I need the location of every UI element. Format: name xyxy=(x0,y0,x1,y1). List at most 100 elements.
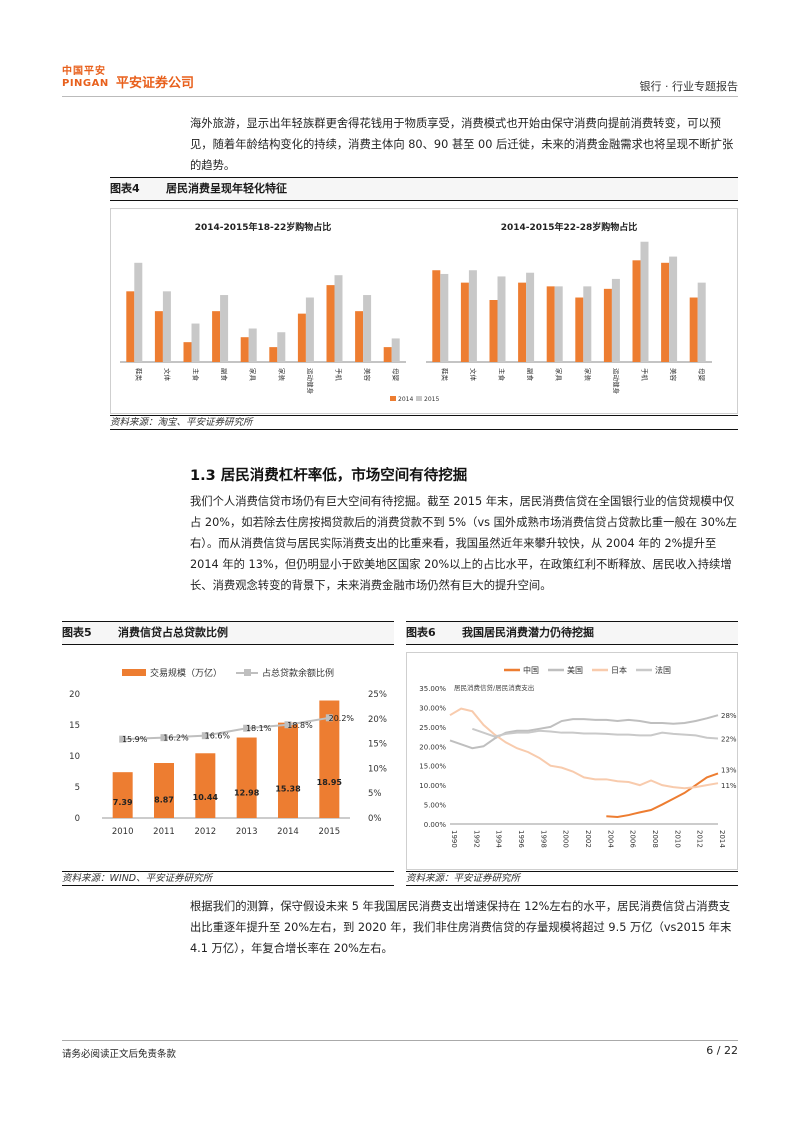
fig4-panel-2-bar-2015-3 xyxy=(526,272,535,362)
fig5-line-marker-1 xyxy=(160,734,168,742)
footer-disclaimer: 请务必阅读正文后免责条款 xyxy=(62,1049,177,1060)
fig6-x-tick-7: 2004 xyxy=(606,830,614,848)
fig5-line-marker-2 xyxy=(201,732,209,740)
figure4-source: 资料来源：淘宝、平安证券研究所 xyxy=(110,415,738,430)
fig4-panel-1-xlabel-9: 母婴 xyxy=(392,368,400,382)
fig4-panel-1-bar-2014-9 xyxy=(383,347,392,362)
fig4-panel-2-xlabel-8: 美容 xyxy=(669,368,678,382)
figure6-source: 资料来源：平安证券研究所 xyxy=(406,871,738,886)
fig5-line-label-1: 16.2% xyxy=(163,734,189,743)
fig4-panel-1-bar-2015-7 xyxy=(334,275,343,362)
fig5-left-tick-1: 5 xyxy=(75,783,80,793)
fig4-panel-1-bar-2015-8 xyxy=(363,295,372,362)
fig6-x-tick-2: 1994 xyxy=(495,830,503,848)
fig5-right-tick-3: 15% xyxy=(368,740,387,750)
fig6-end-label-法国: 22% xyxy=(721,736,737,744)
fig4-panel-2-bar-2014-3 xyxy=(518,282,527,362)
fig6-x-tick-12: 2014 xyxy=(718,830,726,848)
fig5-line-marker-0 xyxy=(119,735,127,743)
fig4-panel-2-bar-2014-1 xyxy=(460,282,469,362)
fig6-x-tick-5: 2000 xyxy=(562,830,570,848)
fig5-line-label-3: 18.1% xyxy=(246,724,272,733)
fig6-y-tick-7: 35.00% xyxy=(419,685,446,693)
fig4-legend-2014: 2014 xyxy=(398,396,413,403)
section-title: 1.3 居民消费杠杆率低，市场空间有待挖掘 xyxy=(190,468,468,484)
fig6-y-tick-6: 30.00% xyxy=(419,704,446,712)
fig5-bar-label-2011: 8.87 xyxy=(154,796,174,805)
fig4-panel-2-bar-2015-9 xyxy=(697,282,706,362)
fig4-panel-1-bar-2014-8 xyxy=(355,311,364,362)
fig5-bar-2015 xyxy=(319,700,340,818)
fig4-legend-2015: 2015 xyxy=(424,396,439,403)
fig4-panel-1-bar-2014-0 xyxy=(126,291,135,362)
fig4-panel-1-xlabel-1: 文体 xyxy=(163,368,172,382)
fig4-panel-2-xlabel-3: 副食 xyxy=(526,368,535,382)
fig4-panel-1-title: 2014-2015年18-22岁购物占比 xyxy=(195,221,332,233)
fig5-xlabel-2011: 2011 xyxy=(153,827,175,837)
fig5-line-series xyxy=(122,716,330,741)
fig6-end-label-美国: 28% xyxy=(721,712,737,720)
fig4-panel-1-bar-2015-0 xyxy=(134,262,143,362)
figure6-header: 图表6 我国居民消费潜力仍待挖掘 xyxy=(406,621,738,645)
fig4-panel-2-bar-2015-2 xyxy=(497,276,506,362)
fig6-x-tick-9: 2008 xyxy=(651,830,659,848)
fig4-panel-1-xlabel-8: 美容 xyxy=(363,368,372,382)
fig6-y-tick-0: 0.00% xyxy=(424,821,447,829)
fig4-panel-2-bar-2015-4 xyxy=(554,286,563,362)
fig5-line-marker-5 xyxy=(325,714,333,722)
fig5-line-label-2: 16.6% xyxy=(205,732,231,741)
fig6-x-tick-11: 2012 xyxy=(696,830,704,848)
fig6-ylabel: 居民消费信贷/居民消费支出 xyxy=(454,683,534,692)
fig5-legend-bar-label: 交易规模（万亿） xyxy=(150,667,222,679)
fig6-y-tick-1: 5.00% xyxy=(424,802,447,810)
fig6-x-tick-3: 1996 xyxy=(517,830,525,848)
fig6-line-法国 xyxy=(472,727,719,740)
fig5-left-tick-2: 10 xyxy=(69,752,80,762)
fig5-xlabel-2012: 2012 xyxy=(195,827,217,837)
fig4-panel-2-bar-2014-0 xyxy=(432,270,441,362)
fig4-panel-1-bar-2014-3 xyxy=(212,311,221,362)
fig5-left-tick-3: 15 xyxy=(69,721,80,731)
figure5-chart: 交易规模（万亿） 占总贷款余额比例 0 5 10 15 20 0% 5% 10% 15% 20% 25%… xyxy=(69,667,387,837)
fig4-panel-1-bar-2014-7 xyxy=(326,285,335,362)
figure6-title: 我国居民消费潜力仍待挖掘 xyxy=(462,626,594,639)
fig5-right-tick-4: 20% xyxy=(368,715,387,725)
logo-en-text: PINGAN xyxy=(62,78,109,89)
fig5-xlabel-2010: 2010 xyxy=(112,827,134,837)
fig4-panel-2-bar-2014-6 xyxy=(603,288,612,362)
fig5-bar-2012 xyxy=(195,753,216,818)
fig6-y-tick-3: 15.00% xyxy=(419,763,446,771)
fig4-panel-2-xlabel-7: 手机 xyxy=(641,368,650,382)
fig4-panel-2-bar-2014-9 xyxy=(689,297,698,362)
report-type: 银行 · 行业专题报告 xyxy=(639,80,739,93)
fig4-panel-2-bar-2015-7 xyxy=(640,241,649,362)
figure6-number: 图表6 xyxy=(406,626,436,639)
fig4-panel-1-bar-2014-6 xyxy=(297,313,306,362)
fig4-panel-2-title: 2014-2015年22-28岁购物占比 xyxy=(501,221,638,233)
fig4-panel-2-bar-2014-4 xyxy=(546,286,555,362)
fig6-x-tick-8: 2006 xyxy=(629,830,637,848)
fig4-panel-1-xlabel-3: 副食 xyxy=(220,368,229,382)
fig4-panel-1-xlabel-5: 家装 xyxy=(277,368,286,382)
company-logo: 中国平安 PINGAN xyxy=(62,66,108,90)
fig4-panel-1-xlabel-2: 主食 xyxy=(192,368,201,382)
fig6-end-label-日本: 11% xyxy=(721,782,737,790)
fig5-left-tick-0: 0 xyxy=(75,814,80,824)
fig4-panel-1-xlabel-7: 手机 xyxy=(335,368,344,382)
fig5-bar-label-2014: 15.38 xyxy=(275,784,301,793)
fig4-panel-2-bar-2014-5 xyxy=(575,297,584,362)
figure5-header: 图表5 消费信贷占总贷款比例 xyxy=(62,621,394,645)
page-header: 中国平安 PINGAN 平安证券公司 银行 · 行业专题报告 xyxy=(62,66,738,96)
fig5-right-tick-5: 25% xyxy=(368,690,387,700)
fig5-right-tick-0: 0% xyxy=(368,814,382,824)
header-divider xyxy=(62,96,738,97)
fig4-panel-1-xlabel-6: 运动健身 xyxy=(306,368,315,395)
fig5-bar-2011 xyxy=(154,763,174,818)
fig4-panel-2-bar-2015-8 xyxy=(669,256,678,362)
fig4-panel-2-bar-2014-8 xyxy=(661,262,670,362)
fig5-bar-label-2013: 12.98 xyxy=(234,788,260,797)
fig6-x-tick-4: 1998 xyxy=(539,830,547,848)
footer-divider xyxy=(62,1040,738,1041)
